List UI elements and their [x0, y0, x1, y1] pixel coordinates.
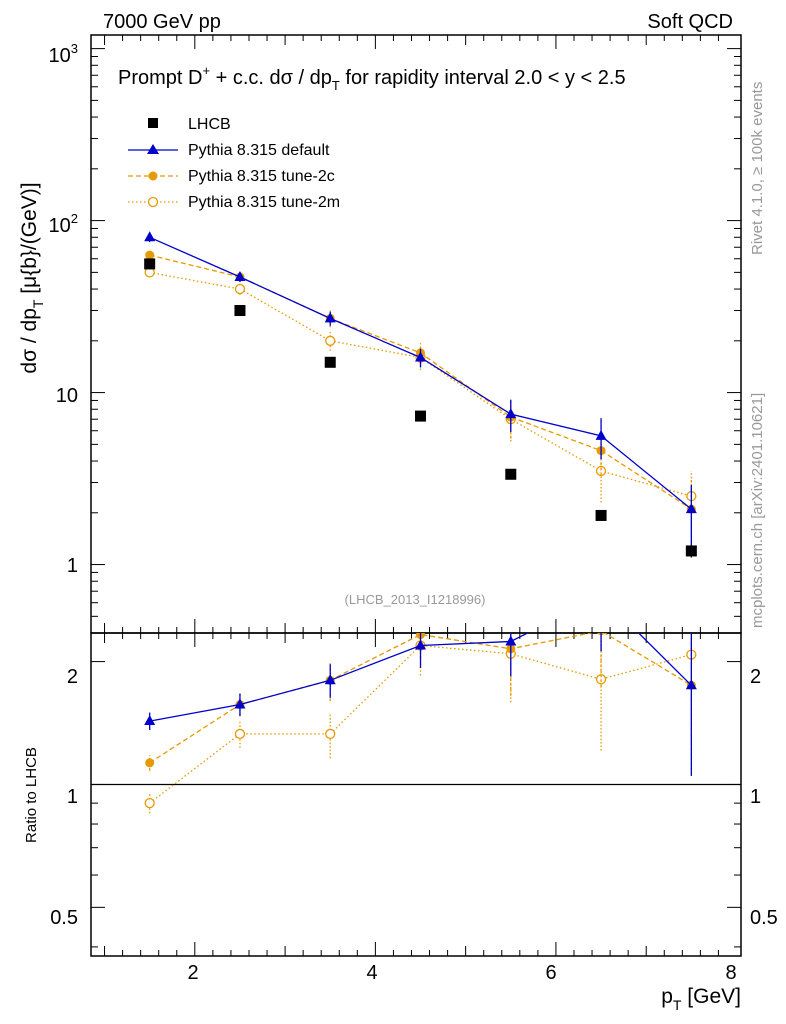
- x-tick-label-6: 6: [545, 962, 556, 984]
- pythia-tune2m-ratio-point: [234, 728, 246, 740]
- ratio-tick-label-2-left: 2: [67, 666, 78, 688]
- pythia-tune2m-ratio-point: [144, 797, 155, 809]
- lhcb-main-point: [685, 545, 697, 557]
- main-plot-data: [144, 231, 697, 558]
- x-tick-label-8: 8: [725, 962, 736, 984]
- pythia-tune2m-ratio-line: [149, 644, 692, 804]
- legend-label-default: Pythia 8.315 default: [188, 142, 330, 159]
- legend-marker-lhcb: [148, 118, 158, 128]
- plot-title: Prompt D+ + c.c. dσ / dpT for rapidity i…: [118, 63, 626, 93]
- ratio-tick-label-1-right: 1: [750, 786, 761, 808]
- pythia-tune2m-ratio-series: [144, 633, 697, 814]
- pythia-default-main-point: [234, 270, 246, 281]
- pythia-default-ratio-point: [685, 679, 697, 690]
- ratio-tick-label-05-left: 0.5: [50, 907, 78, 929]
- ratio-tick-label-2-right: 2: [750, 666, 761, 688]
- lhcb-main-point: [415, 410, 427, 422]
- energy-label: 7000 GeV pp: [103, 11, 221, 33]
- pythia-default-ratio-point: [234, 698, 246, 709]
- pythia-tune2c-ratio-point: [145, 758, 155, 768]
- pythia-tune2m-main-series: [144, 267, 697, 535]
- legend-marker-tune2m: [147, 196, 159, 208]
- ratio-plot-data: [144, 590, 697, 814]
- y-tick-label-1: 1: [67, 555, 78, 577]
- pythia-default-main-line: [149, 236, 692, 510]
- pythia-default-main-series: [144, 231, 697, 545]
- pythia-default-ratio-series: [144, 590, 697, 776]
- legend-label-lhcb: LHCB: [188, 116, 231, 133]
- y-axis-title: dσ / dpT [μ{b}/(GeV)]: [18, 182, 46, 373]
- pythia-default-main-point: [144, 231, 156, 242]
- ratio-tick-label-1-left: 1: [67, 786, 78, 808]
- pythia-default-ratio-point: [144, 715, 156, 726]
- pythia-default-ratio-point: [596, 590, 607, 600]
- pythia-tune2m-ratio-point: [325, 728, 336, 740]
- pythia-default-ratio-point: [324, 674, 336, 685]
- legend-label-tune2m: Pythia 8.315 tune-2m: [188, 194, 340, 211]
- y-tick-label-100: 102: [49, 211, 78, 237]
- lhcb-main-point: [324, 356, 336, 368]
- pythia-default-main-point: [505, 408, 517, 419]
- process-label: Soft QCD: [647, 11, 733, 33]
- legend: LHCB Pythia 8.315 default Pythia 8.315 t…: [128, 116, 340, 211]
- legend-marker-default: [147, 144, 159, 154]
- pythia-tune2c-main-point: [145, 250, 155, 260]
- ratio-axis-title: Ratio to LHCB: [23, 747, 40, 843]
- pythia-tune2m-main-point: [325, 335, 336, 346]
- lhcb-main-point: [505, 468, 517, 480]
- pythia-tune2c-ratio-series: [145, 633, 696, 776]
- axis-ticks: [91, 35, 741, 956]
- pythia-default-main-point: [595, 429, 607, 440]
- mcplots-label: mcplots.cern.ch [arXiv:2401.10621]: [749, 393, 766, 628]
- pythia-default-ratio-point: [415, 639, 427, 650]
- ratio-tick-label-05-right: 0.5: [750, 907, 778, 929]
- pythia-default-ratio-point: [505, 635, 517, 646]
- y-tick-label-1000: 103: [49, 41, 78, 67]
- pythia-default-main-point: [685, 503, 697, 514]
- pythia-tune2c-main-series: [145, 250, 696, 558]
- pythia-tune2c-main-line: [149, 254, 692, 510]
- pythia-default-main-point: [415, 351, 427, 362]
- y-tick-label-10: 10: [56, 385, 78, 407]
- legend-label-tune2c: Pythia 8.315 tune-2c: [188, 168, 335, 185]
- legend-marker-tune2c: [148, 171, 158, 181]
- x-axis-title: pT [GeV]: [661, 985, 741, 1013]
- rivet-version-label: Rivet 4.1.0, ≥ 100k events: [749, 82, 766, 255]
- pythia-tune2m-main-point: [595, 465, 607, 477]
- analysis-label: (LHCB_2013_I1218996): [345, 592, 486, 607]
- pythia-tune2m-main-point: [234, 283, 246, 295]
- lhcb-main-point: [144, 258, 156, 270]
- pythia-tune2m-main-line: [149, 271, 692, 497]
- x-tick-label-2: 2: [187, 962, 198, 984]
- lhcb-main-point: [595, 509, 607, 521]
- lhcb-main-point: [234, 305, 246, 317]
- ratio-plot-frame: [90, 632, 742, 957]
- lhcb-main-series: [144, 258, 697, 558]
- x-tick-label-4: 4: [366, 962, 377, 984]
- pythia-default-main-point: [324, 312, 336, 323]
